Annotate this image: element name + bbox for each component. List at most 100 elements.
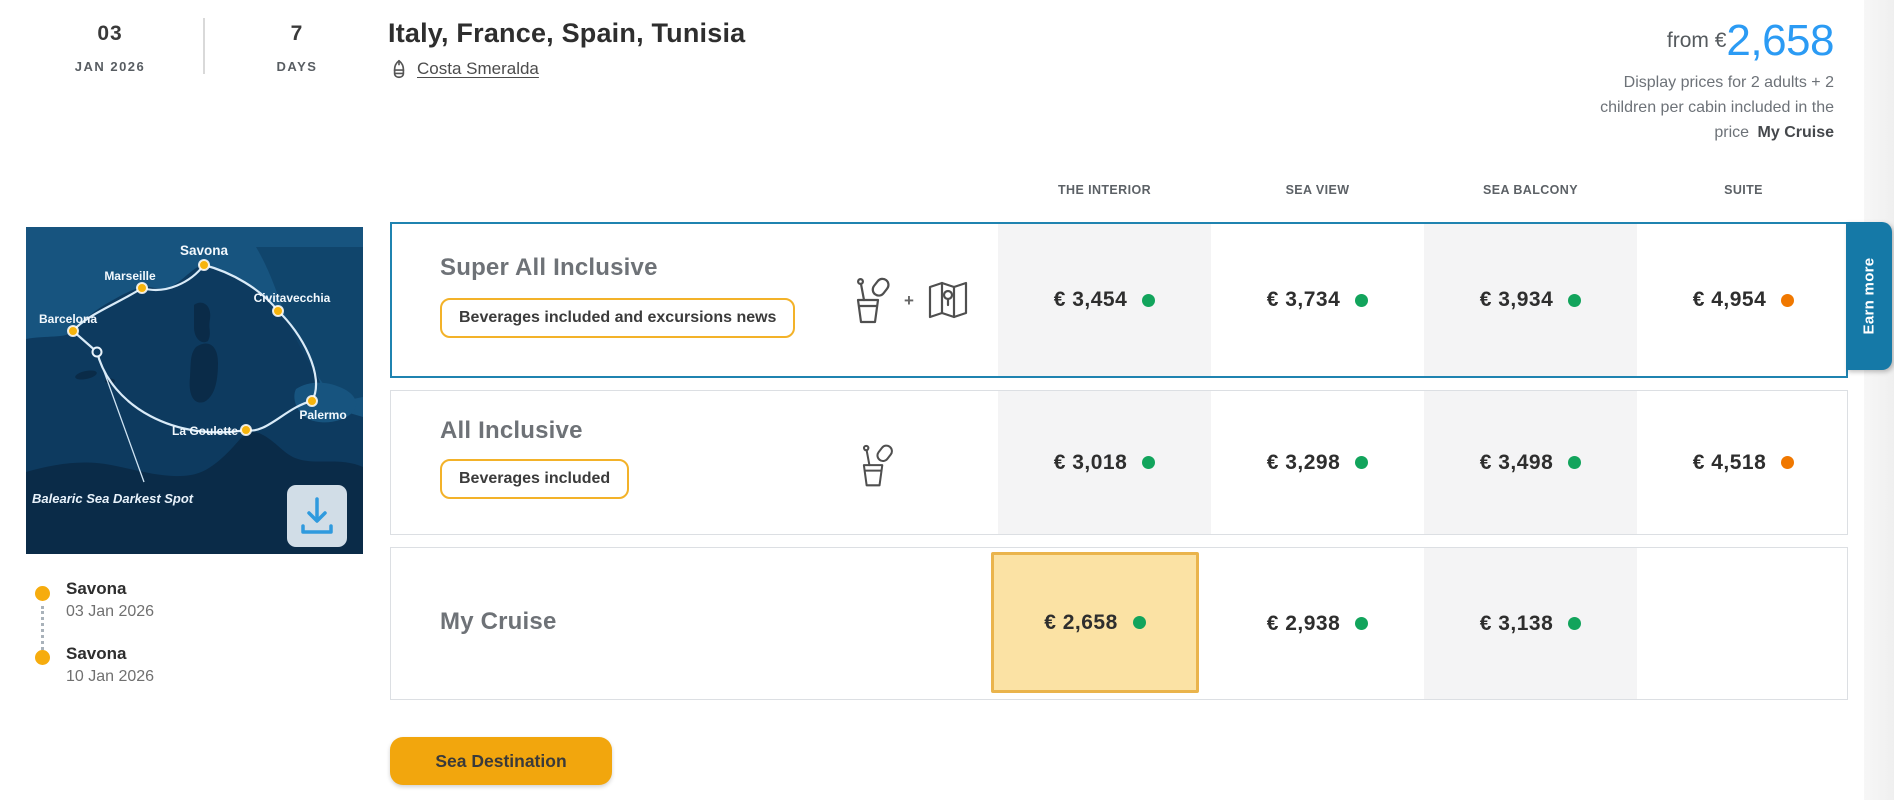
map-label-la-goulette: La Goulette [172,424,238,438]
map-label-palermo: Palermo [299,408,346,422]
column-header-sea-balcony: SEA BALCONY [1483,183,1578,197]
plan-name: My Cruise [440,608,557,635]
row-my-cruise[interactable]: My Cruise € 2,658 € 2,938 € 3,138 [390,547,1848,700]
availability-dot [1142,293,1156,307]
map-sicily [294,382,357,423]
availability-dot [1568,617,1582,630]
drink-icon [851,439,897,493]
itinerary-dot-end [35,650,50,665]
port-dot-barcelona [67,325,79,337]
price-cell-interior[interactable]: € 3,454 [998,224,1211,376]
availability-dot [1355,617,1369,630]
price-note-line2: children per cabin included in the [1600,99,1834,116]
column-stripe [998,391,1211,534]
map-africa [26,432,363,554]
itinerary-title: Italy, France, Spain, Tunisia [388,18,746,48]
itinerary-dot-start [35,586,50,601]
itinerary-port: Savona [66,644,127,663]
map-balearics [75,370,97,380]
price-summary: from €2,658 Display prices for 2 adults … [1214,16,1834,145]
port-dot-la-goulette [240,424,252,436]
price-note-line1: Display prices for 2 adults + 2 [1623,74,1834,91]
duration: 7 DAYS [232,22,362,74]
column-stripe [998,224,1211,376]
column-header-interior: THE INTERIOR [1058,183,1151,197]
download-icon [301,497,333,534]
column-header-sea-view: SEA VIEW [1285,183,1350,197]
price-cell-interior-selected[interactable]: € 2,658 [991,552,1199,693]
drink-icon [844,272,894,330]
availability-dot [1132,616,1146,629]
plan-badge: Beverages included [440,459,630,499]
earn-more-label: Earn more [1860,257,1878,335]
column-header-suite: SUITE [1724,183,1763,197]
plan-name: Super All Inclusive [440,254,658,281]
price-cell-sea-view[interactable]: € 2,938 [1211,548,1424,699]
duration-value: 7 [290,22,304,45]
price-cell-sea-balcony[interactable]: € 3,138 [1424,548,1637,699]
availability-dot [1568,456,1582,469]
map-label-civitavecchia: Civitavecchia [254,291,331,305]
dark-spot-marker [91,346,103,358]
from-price: from €2,658 [1214,16,1835,66]
itinerary-stop: Savona 10 Jan 2026 [66,644,154,686]
itinerary-date: 10 Jan 2026 [66,668,155,685]
departure-date: 03 JAN 2026 [45,22,175,74]
availability-dot [1142,456,1156,469]
itinerary-connector [41,606,44,650]
price-note-line3: price My Cruise [1714,124,1834,141]
map-icon [924,277,972,325]
departure-day: 03 [97,22,123,45]
dark-spot-label: Balearic Sea Darkest Spot [32,491,194,506]
availability-dot [1781,456,1795,469]
row-all-inclusive[interactable]: All Inclusive Beverages included € 3,018… [390,390,1848,535]
map-label-marseille: Marseille [104,269,156,283]
itinerary-stop: Savona 03 Jan 2026 [66,579,154,621]
port-dot-palermo [306,395,318,407]
map-label-barcelona: Barcelona [39,312,97,326]
price-cell-suite[interactable]: € 4,954 [1637,224,1850,376]
route-map: Savona Marseille Civitavecchia Barcelona… [26,227,363,554]
price-cell-sea-view[interactable]: € 3,298 [1211,391,1424,534]
map-sardinia [189,343,218,403]
column-stripe [1424,391,1637,534]
column-stripe [1424,224,1637,376]
price-cell-suite[interactable]: € 4,518 [1637,391,1850,534]
port-dot-savona [198,259,210,271]
departure-month-year: JAN 2026 [74,59,146,74]
price-cell-interior[interactable]: € 3,018 [998,391,1211,534]
price-note-plan: My Cruise [1757,124,1834,141]
map-land-italy [256,247,363,402]
plan-name: All Inclusive [440,417,583,444]
from-label: from € [1666,29,1727,52]
sea-destination-button[interactable]: Sea Destination [390,737,612,785]
price-cell-sea-balcony[interactable]: € 3,934 [1424,224,1637,376]
row-super-all-inclusive[interactable]: Super All Inclusive Beverages included a… [390,222,1848,378]
port-dot-civitavecchia [272,305,284,317]
ship-link[interactable]: Costa Smeralda [417,59,539,78]
itinerary-port: Savona [66,579,127,598]
earn-more-tab[interactable]: Earn more [1846,222,1892,370]
itinerary-date: 03 Jan 2026 [66,603,155,620]
availability-dot [1568,293,1582,307]
ship-icon [388,58,410,80]
page-gutter [1864,0,1894,800]
header-divider [203,18,205,74]
map-corsica [194,302,211,343]
price-cell-sea-balcony[interactable]: € 3,498 [1424,391,1637,534]
duration-label: DAYS [276,59,318,74]
availability-dot [1781,293,1795,307]
port-dot-marseille [136,282,148,294]
price-cell-sea-view[interactable]: € 3,734 [1211,224,1424,376]
map-label-savona: Savona [180,243,229,258]
column-stripe [1424,548,1637,699]
availability-dot [1355,293,1369,307]
plus-icon: + [904,291,914,310]
plan-icons [851,439,897,493]
price-note: Display prices for 2 adults + 2 children… [1214,70,1834,145]
ship-row: Costa Smeralda [388,58,539,80]
availability-dot [1355,456,1369,469]
from-value: 2,658 [1726,16,1834,65]
map-download-button[interactable] [287,485,347,547]
